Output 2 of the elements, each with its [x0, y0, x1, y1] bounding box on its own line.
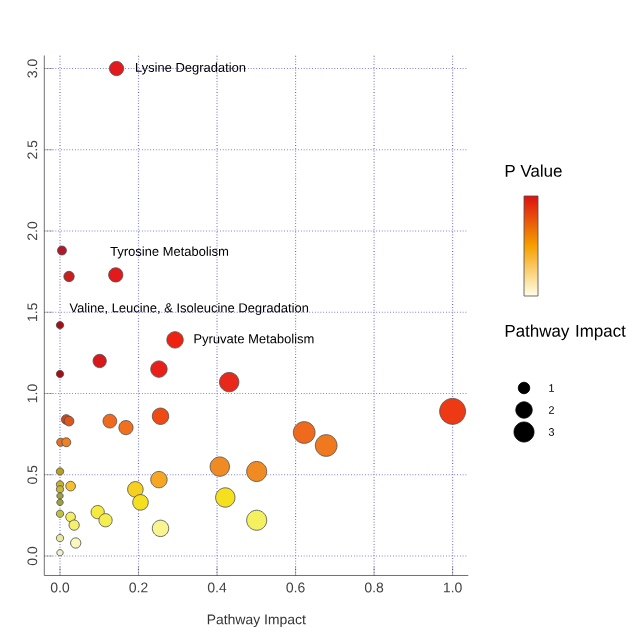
- legend-title: P Value: [505, 164, 562, 177]
- text: Pathway Impact: [505, 324, 626, 341]
